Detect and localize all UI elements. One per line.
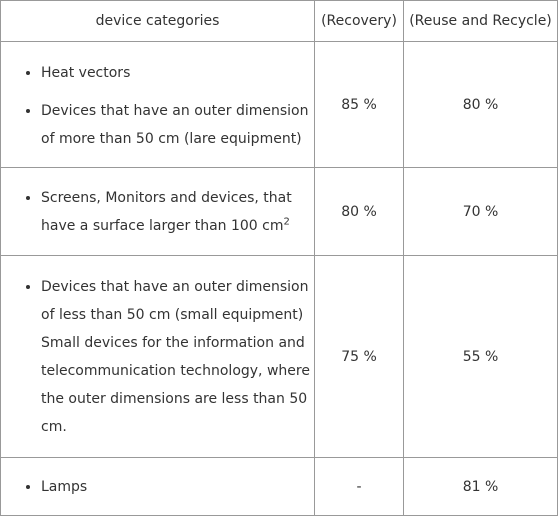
list-item: Lamps [41,473,314,501]
recovery-cell: - [314,457,404,516]
list-item: Devices that have an outer dimension of … [41,273,314,441]
reuse-recycle-cell: 80 % [403,41,558,168]
category-list: Lamps [25,473,314,501]
list-item: Heat vectors [41,59,314,87]
superscript: 2 [283,215,290,227]
reuse-recycle-cell: 55 % [403,255,558,458]
category-list: Heat vectors Devices that have an outer … [25,57,314,153]
category-cell: Lamps [0,457,315,516]
reuse-recycle-cell: 81 % [403,457,558,516]
header-reuse-recycle: (Reuse and Recycle) [403,0,558,42]
recovery-cell: 75 % [314,255,404,458]
recovery-cell: 80 % [314,167,404,256]
category-list: Devices that have an outer dimension of … [25,273,314,441]
list-item-text: Screens, Monitors and devices, that have… [41,189,292,234]
table-row: Lamps - 81 % [0,457,558,516]
category-cell: Devices that have an outer dimension of … [0,255,315,458]
reuse-recycle-cell: 70 % [403,167,558,256]
recovery-cell: 85 % [314,41,404,168]
table-row: Screens, Monitors and devices, that have… [0,167,558,256]
category-cell: Heat vectors Devices that have an outer … [0,41,315,168]
header-row: device categories (Recovery) (Reuse and … [0,0,558,42]
header-recovery: (Recovery) [314,0,404,42]
category-cell: Screens, Monitors and devices, that have… [0,167,315,256]
category-list: Screens, Monitors and devices, that have… [25,184,314,240]
table-row: Devices that have an outer dimension of … [0,255,558,458]
list-item: Devices that have an outer dimension of … [41,97,314,153]
header-device-categories: device categories [0,0,315,42]
table-row: Heat vectors Devices that have an outer … [0,41,558,168]
list-item: Screens, Monitors and devices, that have… [41,184,314,240]
